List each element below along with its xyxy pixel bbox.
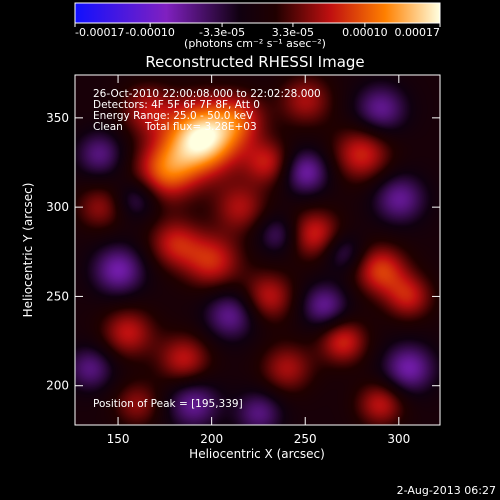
colorbar-tick-label: 3.3e-05 — [272, 26, 314, 39]
axis-ticks: 150 200 250 300 200 250 300 350 — [46, 75, 440, 446]
x-axis-label: Heliocentric X (arcsec) — [189, 447, 325, 461]
annotation-detectors: Detectors: 4F 5F 6F 7F 8F, Att 0 — [93, 99, 260, 111]
footer-timestamp: 2-Aug-2013 06:27 — [397, 484, 496, 497]
y-tick-label: 350 — [46, 111, 69, 125]
y-tick-label: 250 — [46, 289, 69, 303]
annotation-time-range: 26-Oct-2010 22:00:08.000 to 22:02:28.000 — [93, 88, 321, 100]
y-tick-label: 300 — [46, 200, 69, 214]
colorbar-unit-label: (photons cm⁻² s⁻¹ asec⁻²) — [184, 37, 326, 50]
x-tick-label: 200 — [200, 432, 223, 446]
annotation-method: Clean — [93, 121, 123, 133]
x-tick-label: 150 — [107, 432, 130, 446]
x-tick-label: 300 — [387, 432, 410, 446]
colorbar-tick-label: -0.00010 — [125, 26, 174, 39]
colorbar-frame — [74, 2, 441, 24]
heatmap-canvas-holder — [75, 75, 440, 425]
colorbar-tick-label: 0.00017 — [395, 26, 441, 39]
y-tick-label: 200 — [46, 379, 69, 393]
annotation-peak-position: Position of Peak = [195,339] — [93, 398, 243, 410]
y-axis-label: Heliocentric Y (arcsec) — [21, 183, 35, 318]
heatmap-canvas — [75, 75, 440, 425]
chart-title: Reconstructed RHESSI Image — [145, 53, 364, 71]
annotation-energy: Energy Range: 25.0 - 50.0 keV — [93, 110, 254, 122]
colorbar-ticks: -0.00017 -0.00010 -3.3e-05 3.3e-05 0.00010 0.… — [74, 23, 441, 39]
overlay-annotations: 26-Oct-2010 22:00:08.000 to 22:02:28.000… — [93, 88, 321, 410]
colorbar-tick-label: 0.00010 — [342, 26, 388, 39]
heatmap-area: 150 200 250 300 200 250 300 350 — [46, 74, 441, 446]
colorbar: -0.00017 -0.00010 -3.3e-05 3.3e-05 0.00010 0.… — [74, 2, 441, 50]
colorbar-tick-label: -3.3e-05 — [199, 26, 245, 39]
colorbar-tick-label: -0.00017 — [75, 26, 124, 39]
x-tick-label: 250 — [294, 432, 317, 446]
annotation-total-flux: Total flux= 3.28E+03 — [144, 121, 257, 133]
plot-frame — [74, 74, 441, 426]
colorbar-gradient — [75, 3, 440, 23]
